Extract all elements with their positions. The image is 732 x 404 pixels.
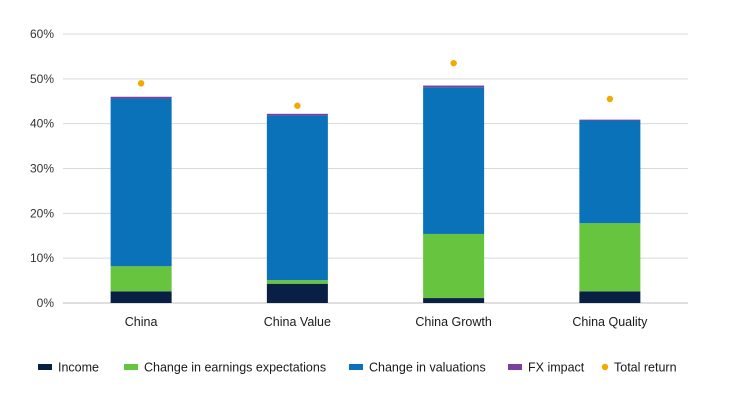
point-total-return-china-growth [450,59,457,67]
legend-swatch [124,364,138,370]
legend-label: Change in earnings expectations [144,361,326,375]
bar-change-in-valuations-china-growth [423,87,485,234]
y-tick-label: 0% [37,296,55,310]
bar-change-in-earnings-expectations-china-value [266,280,328,284]
bar-fx-impact-china [110,96,172,99]
bar-income-china-value [266,283,328,303]
legend-label: Change in valuations [369,361,486,375]
y-axis: 0% 10% 20% 30% 40% 50% 60% [30,27,54,310]
point-total-return-china-value [294,102,301,109]
legend-item-total-return: Total return [601,361,677,375]
y-tick-label: 50% [30,72,54,86]
bar-change-in-earnings-expectations-china-quality [579,223,641,292]
bar-change-in-valuations-china-quality [579,120,641,224]
point-total-return-china [137,80,145,87]
legend-swatch [601,363,609,371]
y-tick-label: 40% [30,117,54,131]
legend-label: Income [58,361,99,375]
x-category-label: China [125,315,158,329]
x-category-label: China Quality [572,315,648,329]
bar-change-in-valuations-china-value [266,115,328,281]
y-tick-label: 30% [30,162,54,176]
legend-label: Total return [614,361,677,375]
legend-swatch [38,364,52,370]
legend-item-income: Income [38,361,99,375]
legend-item-change-in-earnings-expectations: Change in earnings expectations [124,361,326,375]
bars [110,85,641,303]
x-axis: China China Value China Growth China Qualit… [125,315,648,329]
bar-change-in-earnings-expectations-china-growth [423,233,485,299]
bar-income-china [110,291,172,303]
total-return-points [137,59,614,109]
x-category-label: China Value [264,315,331,329]
legend-item-change-in-valuations: Change in valuations [349,361,486,375]
legend-swatch [508,364,522,370]
bar-change-in-valuations-china [110,98,172,267]
bar-income-china-growth [423,298,485,303]
y-tick-label: 20% [30,206,54,220]
bar-income-china-quality [579,291,641,303]
bar-fx-impact-china-value [266,113,328,116]
legend-swatch [349,364,363,370]
legend-label: FX impact [528,361,585,375]
point-total-return-china-quality [606,95,614,103]
bar-change-in-earnings-expectations-china [110,266,172,292]
bar-fx-impact-china-growth [423,85,485,88]
legend-item-fx-impact: FX impact [508,361,585,375]
y-tick-label: 10% [30,251,54,265]
legend: Income Change in earnings expectations Cha… [38,361,677,375]
bar-fx-impact-china-quality [579,119,641,121]
x-category-label: China Growth [415,315,491,329]
y-tick-label: 60% [30,27,54,41]
